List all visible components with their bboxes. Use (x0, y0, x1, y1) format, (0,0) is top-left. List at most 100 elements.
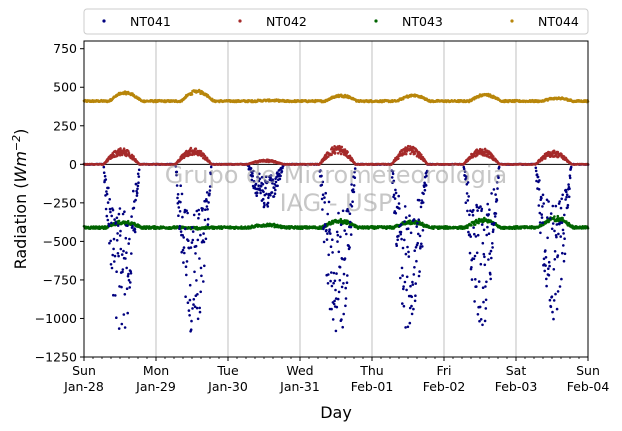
data-point-nt041 (200, 274, 203, 278)
data-point-nt041 (413, 249, 417, 252)
data-point-nt041 (115, 216, 119, 220)
data-point-nt041 (127, 242, 130, 245)
data-point-nt041 (129, 272, 133, 275)
data-point-nt041 (468, 213, 471, 217)
data-point-nt042 (346, 150, 349, 154)
data-point-nt041 (136, 172, 140, 176)
data-point-nt041 (130, 215, 133, 218)
x-tick-label-date-3: Jan-31 (279, 379, 320, 394)
data-point-nt041 (479, 262, 483, 266)
data-point-nt041 (478, 305, 482, 309)
data-point-nt041 (118, 207, 122, 210)
data-point-nt041 (403, 280, 407, 284)
data-point-nt041 (107, 186, 110, 190)
data-point-nt041 (187, 309, 191, 312)
data-point-nt041 (400, 223, 403, 226)
x-tick-label-day-4: Thu (359, 363, 383, 378)
data-point-nt041 (486, 202, 490, 206)
y-tick-label-1: −1000 (35, 311, 77, 326)
data-point-nt041 (537, 204, 541, 207)
data-point-nt041 (330, 307, 333, 311)
data-point-nt041 (547, 267, 550, 271)
data-point-nt041 (547, 273, 551, 277)
data-point-nt041 (113, 260, 116, 263)
data-point-nt041 (339, 235, 342, 239)
data-point-nt041 (545, 277, 548, 281)
data-point-nt041 (185, 260, 189, 263)
data-point-nt041 (328, 228, 331, 231)
series-NT044 (82, 88, 590, 104)
data-point-nt041 (266, 201, 270, 205)
data-point-nt043 (408, 219, 412, 222)
data-point-nt041 (544, 264, 547, 267)
data-point-nt041 (188, 314, 191, 317)
data-point-nt041 (194, 252, 197, 255)
data-point-nt041 (106, 218, 110, 222)
data-point-nt041 (483, 319, 487, 323)
data-point-nt041 (327, 253, 331, 257)
data-point-nt041 (538, 179, 541, 182)
legend-label-nt043: NT043 (402, 14, 443, 29)
data-point-nt041 (399, 230, 403, 234)
data-point-nt041 (205, 205, 209, 208)
data-point-nt041 (137, 175, 141, 178)
data-point-nt041 (560, 197, 563, 201)
data-point-nt041 (197, 213, 201, 216)
data-point-nt041 (403, 220, 406, 223)
data-point-nt041 (403, 205, 407, 208)
data-point-nt041 (493, 215, 497, 218)
data-point-nt041 (123, 326, 127, 329)
data-point-nt041 (108, 198, 111, 201)
data-point-nt041 (550, 295, 554, 299)
y-tick-label-7: 500 (53, 80, 77, 95)
data-point-nt041 (337, 250, 341, 254)
data-point-nt041 (122, 249, 125, 253)
x-tick-label-date-1: Jan-29 (135, 379, 176, 394)
data-point-nt041 (476, 313, 480, 316)
data-point-nt041 (540, 197, 543, 200)
data-point-nt042 (189, 146, 193, 150)
data-point-nt041 (333, 279, 337, 283)
data-point-nt041 (326, 232, 329, 235)
data-point-nt041 (538, 221, 542, 224)
data-point-nt041 (413, 266, 416, 269)
data-point-nt041 (418, 198, 421, 202)
data-point-nt041 (107, 224, 111, 228)
data-point-nt041 (194, 244, 198, 248)
data-point-nt041 (112, 247, 115, 251)
x-tick-label-date-5: Feb-02 (423, 379, 466, 394)
data-point-nt041 (394, 191, 398, 195)
data-point-nt041 (178, 227, 181, 231)
data-point-nt041 (484, 298, 488, 302)
data-point-nt041 (195, 306, 199, 310)
data-point-nt041 (410, 304, 413, 308)
data-point-nt041 (110, 221, 113, 225)
data-point-nt041 (182, 261, 185, 264)
data-point-nt041 (340, 318, 343, 321)
data-point-nt041 (479, 205, 482, 208)
data-point-nt041 (409, 231, 413, 235)
data-point-nt041 (565, 190, 568, 194)
data-point-nt041 (116, 224, 120, 227)
data-point-nt041 (331, 318, 335, 321)
data-point-nt041 (203, 264, 206, 268)
data-point-nt041 (412, 307, 415, 311)
data-point-nt041 (255, 194, 258, 197)
data-point-nt041 (404, 326, 407, 329)
data-point-nt044 (190, 93, 194, 96)
data-point-nt041 (104, 178, 108, 181)
data-point-nt041 (415, 225, 419, 228)
watermark: Grupo de Micrometeorologia IAG - USP (165, 161, 507, 217)
data-point-nt041 (548, 264, 551, 268)
data-point-nt041 (423, 188, 427, 192)
data-point-nt041 (204, 208, 207, 211)
data-point-nt041 (339, 223, 343, 227)
data-point-nt041 (125, 287, 129, 291)
data-point-nt041 (541, 221, 544, 224)
data-point-nt041 (472, 208, 475, 212)
data-point-nt041 (556, 290, 560, 293)
data-point-nt041 (417, 218, 421, 221)
data-point-nt041 (549, 305, 553, 309)
data-point-nt041 (413, 299, 417, 303)
data-point-nt041 (406, 245, 409, 249)
